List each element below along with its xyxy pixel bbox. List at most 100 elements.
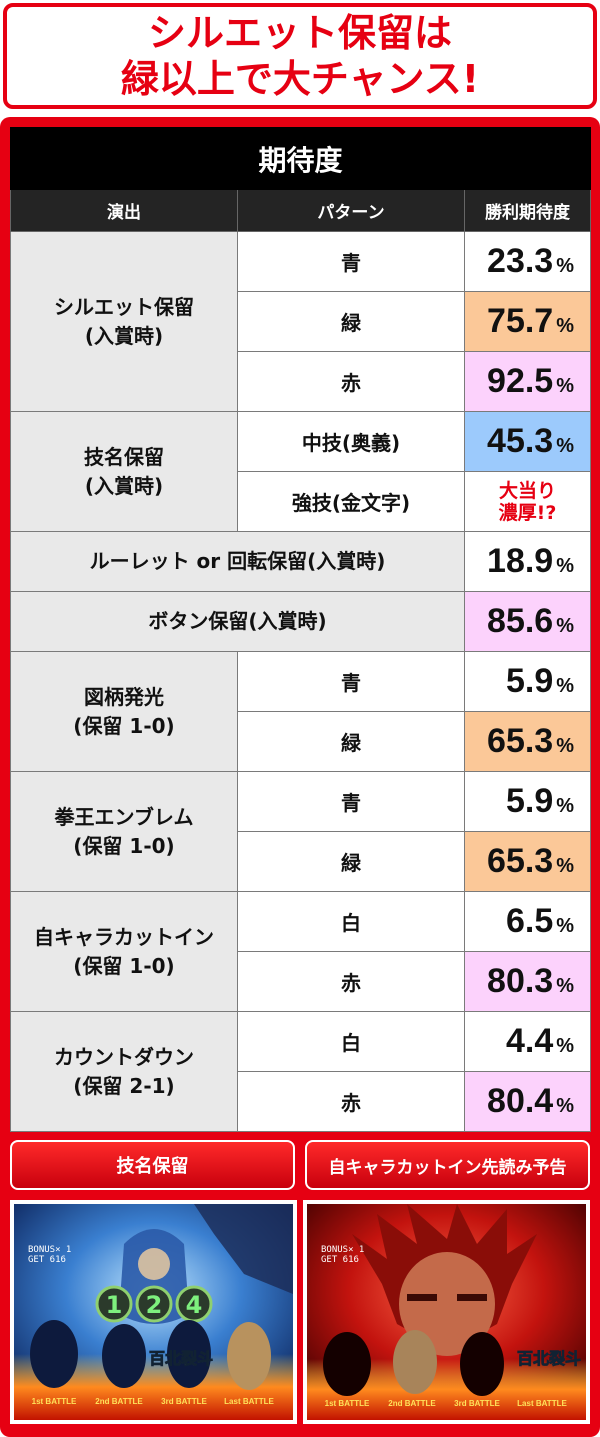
win-rate-cell: 75.7% [463,291,592,352]
percent-unit: % [556,675,575,697]
table-row: 緑 65.3% [11,831,592,892]
screenshot-label-cutin: 自キャラカットイン先読み予告 [305,1140,590,1190]
percent-unit: % [556,435,575,457]
emblem-text: 百北裂斗 [517,1349,581,1368]
win-rate-cell: 23.3% [463,231,592,292]
table-row: ボタン保留(入賞時) 85.6% [10,591,592,652]
expectation-table: 期待度 演出 パターン 勝利期待度 シルエット保留 (入賞時) 青 23.3% 緑 75.… [9,127,592,1132]
percent-unit: % [556,555,575,577]
win-rate-value: 80.3 [487,962,554,1000]
percent-unit: % [556,795,575,817]
hero-face [399,1252,495,1356]
table-row: カウントダウン (保留 2-1) 白 4.4% [10,1011,592,1132]
pattern-name: 赤 [237,351,465,412]
pattern-name: 白 [237,1011,465,1072]
win-rate-cell: 80.3% [463,951,592,1012]
header-effect: 演出 [10,189,238,232]
effect-name: 技名保留 (入賞時) [10,411,238,532]
get-counter: GET 616 [28,1255,66,1265]
win-rate-value: 5.9 [505,662,554,700]
header-pattern: パターン [237,189,465,232]
effect-name-line-2: (入賞時) [84,473,164,498]
bonus-counter: BONUS× 1 [321,1245,364,1255]
table-row: 図柄発光 (保留 1-0) 青 5.9% [10,651,592,772]
pattern-name: 赤 [237,1071,465,1132]
pattern-name: 青 [237,771,465,832]
table-row: 赤 80.4% [11,1071,592,1132]
effect-name: ルーレット or 回転保留(入賞時) [10,531,465,592]
battle-label: Last BATTLE [224,1397,274,1406]
effect-name: 自キャラカットイン (保留 1-0) [10,891,238,1012]
win-rate-value: 23.3 [487,242,554,280]
table-row: 赤 80.3% [11,951,592,1012]
percent-unit: % [556,735,575,757]
win-rate-value: 80.4 [487,1082,554,1120]
reel-digit-3: 4 [186,1291,203,1319]
note-line-1: 大当り [499,479,557,502]
win-rate-value: 92.5 [487,362,554,400]
win-rate-cell: 6.5% [463,891,592,952]
percent-unit: % [556,315,575,337]
pattern-name: 青 [237,651,465,712]
pattern-name: 強技(金文字) [237,471,465,532]
win-rate-cell: 80.4% [463,1071,592,1132]
emblem-text: 百北裂斗 [149,1349,213,1368]
table-row: シルエット保留 (入賞時) 青 23.3% [10,231,592,412]
table-row: 強技(金文字) 大当り 濃厚!? [11,471,592,532]
table-title: 期待度 [9,127,592,190]
headline-banner: シルエット保留は 緑以上で大チャンス! [3,3,597,109]
percent-unit: % [556,255,575,277]
win-rate-cell: 45.3% [463,411,592,472]
percent-unit: % [556,615,575,637]
effect-name-line-2: (保留 1-0) [73,833,175,858]
effect-name: カウントダウン (保留 2-1) [10,1011,238,1132]
win-rate-value: 4.4 [505,1022,554,1060]
reel-digit-2: 2 [146,1291,163,1319]
effect-name-line-1: カウントダウン [54,1044,194,1069]
effect-name: シルエット保留 (入賞時) [10,231,238,412]
effect-name: ボタン保留(入賞時) [10,591,465,652]
table-row: 自キャラカットイン (保留 1-0) 白 6.5% [10,891,592,1012]
win-rate-value: 6.5 [505,902,554,940]
headline-line-2: 緑以上で大チャンス! [120,57,480,101]
percent-unit: % [556,375,575,397]
effect-name-line-2: (入賞時) [84,323,164,348]
note-line-2: 濃厚!? [498,501,557,524]
battle-label: 3rd BATTLE [454,1399,500,1408]
win-rate-value: 75.7 [487,302,554,340]
battle-labels: 1st BATTLE 2nd BATTLE 3rd BATTLE Last BA… [32,1397,275,1406]
effect-name-line-1: 技名保留 [84,444,164,469]
win-rate-value: 45.3 [487,422,554,460]
win-rate-value: 18.9 [487,542,554,580]
percent-unit: % [556,975,575,997]
percent-unit: % [556,915,575,937]
effect-name-line-2: (保留 2-1) [73,1073,175,1098]
screenshot-label-waza: 技名保留 [10,1140,295,1190]
reel-digits: 1 2 4 [95,1285,213,1323]
screenshot-waza-hold: BONUS× 1 GET 616 1 2 4 百北裂斗 1st BATTLE 2… [10,1200,297,1424]
pattern-name: 中技(奥義) [237,411,465,472]
battle-label: Last BATTLE [517,1399,567,1408]
effect-name-line-1: シルエット保留 [54,294,194,319]
table-body: シルエット保留 (入賞時) 青 23.3% 緑 75.7% 赤 92.5% 技名保留 (入賞時) 中… [10,231,592,1132]
win-rate-value: 65.3 [487,722,554,760]
battle-label: 2nd BATTLE [388,1399,436,1408]
win-rate-value: 65.3 [487,842,554,880]
table-row: 緑 75.7% [11,291,592,352]
rival-silhouettes [323,1332,504,1396]
headline-line-1: シルエット保留は [147,11,452,55]
table-row: ルーレット or 回転保留(入賞時) 18.9% [10,531,592,592]
reel-digit-1: 1 [106,1291,123,1319]
battle-label: 1st BATTLE [325,1399,370,1408]
win-rate-value: 85.6 [487,602,554,640]
table-row: 緑 65.3% [11,711,592,772]
pattern-name: 赤 [237,951,465,1012]
win-rate-value: 5.9 [505,782,554,820]
effect-name-line-1: 拳王エンブレム [54,804,194,829]
win-rate-cell: 18.9% [463,531,592,592]
win-rate-cell: 4.4% [463,1011,592,1072]
effect-name-line-1: 自キャラカットイン [34,924,214,949]
effect-name-line-2: (保留 1-0) [73,953,175,978]
win-rate-cell: 85.6% [463,591,592,652]
percent-unit: % [556,855,575,877]
